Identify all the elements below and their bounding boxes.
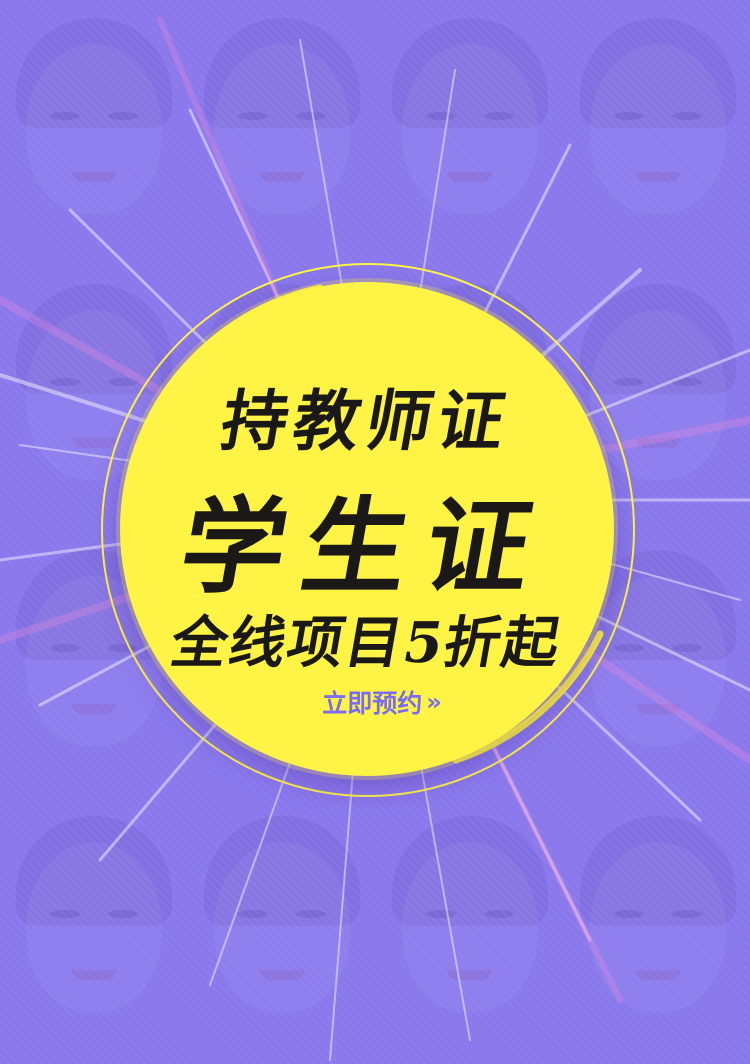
background-photo	[376, 798, 564, 1064]
headline-discount-offer: 全线项目5折起	[165, 610, 567, 676]
background-photo	[564, 266, 750, 532]
headline-teacher-certificate: 持教师证	[215, 382, 517, 460]
book-now-button[interactable]: 立即预约 »	[302, 682, 462, 722]
background-photo	[0, 0, 188, 266]
promo-badge	[120, 282, 614, 776]
background-photo	[0, 798, 188, 1064]
headline-student-id: 学生证	[171, 485, 560, 608]
book-now-label: 立即预约	[322, 689, 423, 718]
background-photo	[564, 0, 750, 266]
double-chevron-right-icon: »	[426, 688, 442, 716]
background-photo	[188, 0, 376, 266]
background-photo	[564, 798, 750, 1064]
background-photo	[188, 798, 376, 1064]
background-photo	[376, 0, 564, 266]
